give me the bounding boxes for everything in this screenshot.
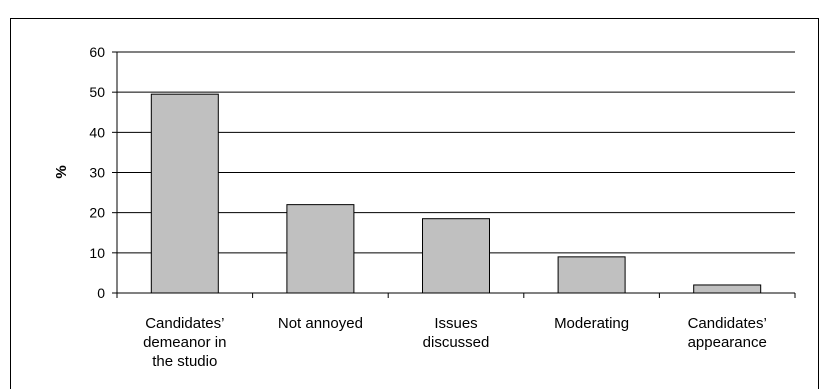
x-category-label: discussed	[423, 334, 490, 351]
bar	[286, 204, 355, 294]
y-tick-labels: 0 10 20 30 40 50 60	[89, 44, 105, 301]
axes	[112, 51, 796, 298]
bar	[693, 284, 762, 294]
x-category-label: Moderating	[554, 315, 629, 332]
y-tick-label: 40	[89, 124, 105, 140]
bar	[150, 93, 219, 294]
bar	[557, 256, 626, 294]
x-category-label: Not annoyed	[278, 315, 363, 332]
y-axis-title: %	[53, 165, 70, 178]
y-tick-label: 30	[89, 165, 105, 181]
x-category-label: appearance	[688, 334, 767, 351]
chart-frame	[10, 18, 819, 389]
bar	[422, 218, 490, 294]
x-category-label: Issues	[434, 315, 477, 332]
gridlines	[117, 51, 795, 254]
x-category-label: demeanor in	[143, 334, 226, 351]
x-category-label: Candidates’	[145, 315, 224, 332]
y-tick-label: 10	[89, 245, 105, 261]
x-category-label: Candidates’	[688, 315, 767, 332]
y-tick-label: 60	[89, 44, 105, 60]
x-category-label: the studio	[152, 353, 217, 370]
x-category-labels: Candidates’ demeanor in the studio Not anno…	[143, 315, 767, 370]
y-tick-label: 50	[89, 84, 105, 100]
y-tick-label: 0	[97, 285, 105, 301]
bar-series	[150, 93, 762, 294]
y-tick-label: 20	[89, 205, 105, 221]
